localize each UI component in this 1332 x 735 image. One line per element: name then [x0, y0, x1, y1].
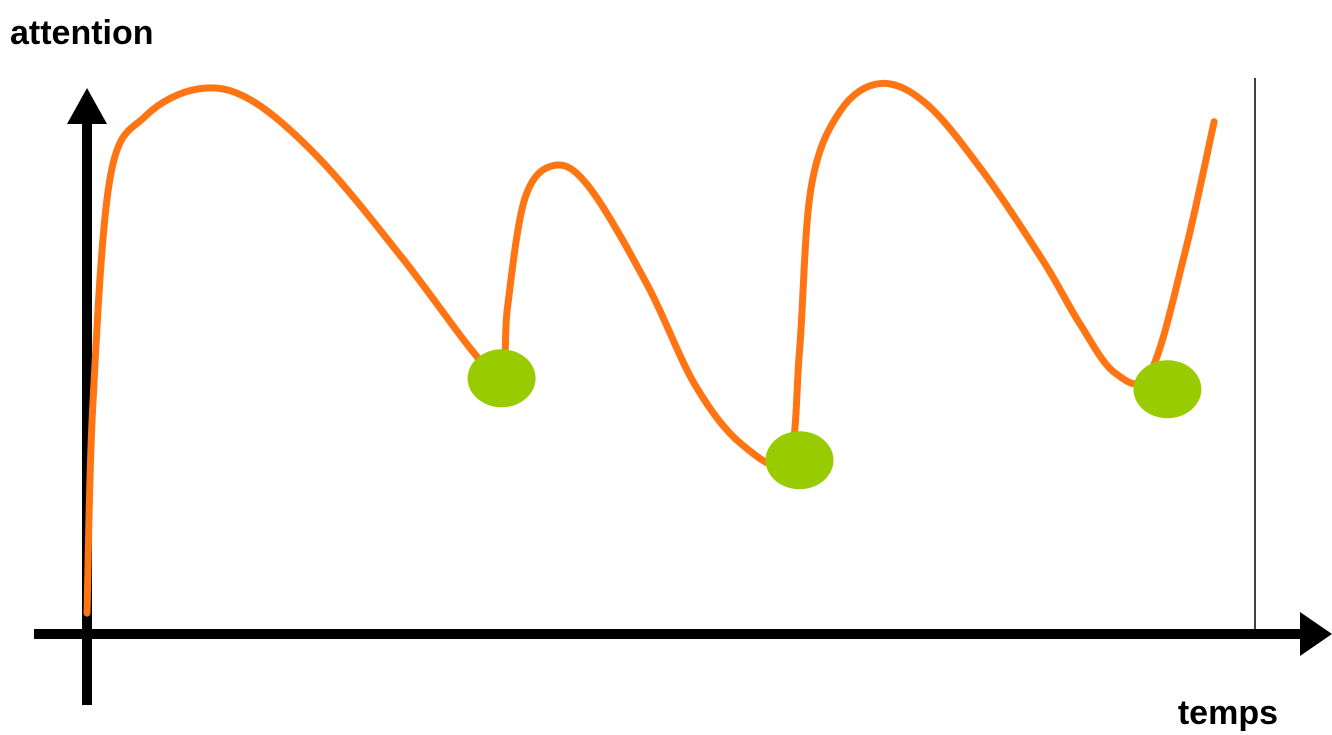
low-point-marker-3	[1133, 360, 1202, 419]
y-axis-arrowhead	[67, 88, 107, 124]
x-axis-arrowhead	[1300, 612, 1332, 656]
series-layer	[83, 79, 1218, 617]
x-axis-label: temps	[1178, 694, 1278, 732]
attention-curve-1	[83, 79, 1218, 617]
low-point-marker-2	[765, 431, 834, 490]
y-axis-label: attention	[10, 14, 154, 52]
low-point-marker-1	[467, 349, 536, 408]
marker-layer	[467, 349, 1202, 490]
